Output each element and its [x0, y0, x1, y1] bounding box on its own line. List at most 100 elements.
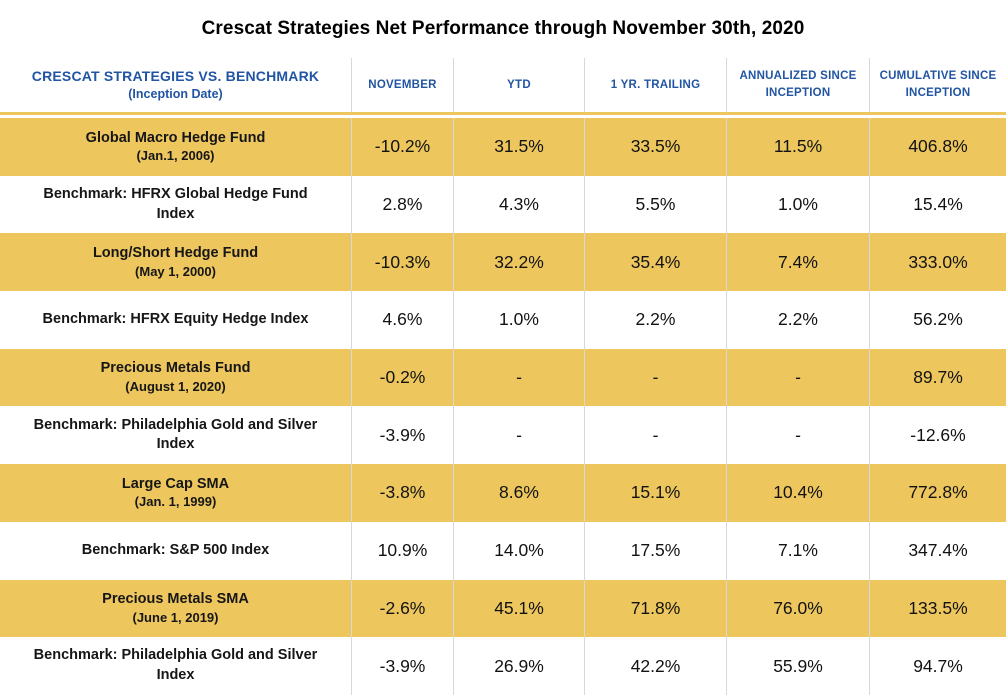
header-cell-annualized: ANNUALIZED SINCE INCEPTION	[727, 58, 870, 112]
value-cell-cumulative: 56.2%	[913, 309, 963, 330]
strategy-row: Precious Metals Fund (August 1, 2020) -0…	[0, 348, 1006, 407]
inception-date: (May 1, 2000)	[135, 263, 216, 279]
header-cumulative-label: CUMULATIVE SINCE INCEPTION	[879, 70, 997, 99]
value-cell-1yr: -	[585, 348, 727, 407]
value-cell-november: -3.9%	[352, 406, 454, 465]
value-cell-ytd: 8.6%	[454, 464, 585, 522]
header-cell-ytd: YTD	[454, 58, 585, 112]
header-cell-1yr-trailing: 1 YR. TRAILING	[585, 58, 727, 112]
benchmark-name-cell: Benchmark: S&P 500 Index	[0, 521, 352, 580]
value-cell-november: -2.6%	[352, 579, 454, 638]
value-cell-annualized: 10.4%	[727, 464, 870, 522]
title-bar: Crescat Strategies Net Performance throu…	[0, 0, 1006, 58]
strategy-name: Precious Metals Fund	[100, 360, 251, 377]
value-cell-annualized: 76.0%	[727, 579, 870, 638]
value-cell-1yr: 71.8%	[585, 579, 727, 638]
value-cell-1yr: 5.5%	[585, 175, 727, 234]
strategy-name-cell: Long/Short Hedge Fund (May 1, 2000)	[0, 233, 352, 292]
value-cell-1yr: 42.2%	[585, 637, 727, 695]
benchmark-name-cell: Benchmark: Philadelphia Gold and Silver …	[0, 406, 352, 465]
value-cell-1yr: 17.5%	[585, 521, 727, 580]
strategy-name: Precious Metals SMA	[102, 591, 249, 608]
value-cell-cumulative: 333.0%	[908, 251, 968, 272]
strategy-name-cell: Precious Metals Fund (August 1, 2020)	[0, 348, 352, 407]
value-cell-ytd: 4.3%	[454, 175, 585, 234]
strategy-name: Large Cap SMA	[121, 475, 230, 492]
value-cell-cumulative: 15.4%	[913, 194, 963, 215]
value-cell-1yr: 15.1%	[585, 464, 727, 522]
header-ytd-label: YTD	[507, 78, 531, 91]
header-cell-strategies: CRESCAT STRATEGIES VS. BENCHMARK (Incept…	[0, 58, 352, 112]
table-header: CRESCAT STRATEGIES VS. BENCHMARK (Incept…	[0, 58, 1006, 112]
value-cell-annualized: -	[727, 406, 870, 465]
strategy-name: Global Macro Hedge Fund	[85, 129, 266, 146]
header-gold-underline	[0, 112, 1006, 115]
header-1yr-trailing-label: 1 YR. TRAILING	[610, 78, 701, 91]
value-cell-ytd: 32.2%	[454, 233, 585, 292]
strategy-name: Long/Short Hedge Fund	[92, 244, 259, 261]
value-cell-annualized: 2.2%	[727, 291, 870, 349]
strategy-row: Long/Short Hedge Fund (May 1, 2000) -10.…	[0, 233, 1006, 292]
header-strategies-title: CRESCAT STRATEGIES VS. BENCHMARK	[31, 68, 320, 85]
value-cell-1yr: 35.4%	[585, 233, 727, 292]
benchmark-name-cell: Benchmark: HFRX Global Hedge Fund Index	[0, 175, 352, 234]
value-cell-annualized: 1.0%	[727, 175, 870, 234]
value-cell-cumulative: 406.8%	[908, 136, 968, 157]
value-cell-1yr: 33.5%	[585, 118, 727, 176]
value-cell-1yr: -	[585, 406, 727, 465]
benchmark-name-cell: Benchmark: HFRX Equity Hedge Index	[0, 291, 352, 349]
benchmark-row: Benchmark: S&P 500 Index 10.9% 14.0% 17.…	[0, 521, 1006, 580]
strategy-name-cell: Precious Metals SMA (June 1, 2019)	[0, 579, 352, 638]
header-gap	[0, 115, 1006, 118]
value-cell-november: -0.2%	[352, 348, 454, 407]
header-november-label: NOVEMBER	[368, 78, 437, 91]
value-cell-annualized: 7.4%	[727, 233, 870, 292]
value-cell-cumulative: 133.5%	[908, 597, 968, 618]
value-cell-ytd: 1.0%	[454, 291, 585, 349]
header-cell-cumulative: CUMULATIVE SINCE INCEPTION	[870, 58, 1006, 112]
strategy-row: Large Cap SMA (Jan. 1, 1999) -3.8% 8.6% …	[0, 464, 1006, 522]
benchmark-name: Benchmark: HFRX Equity Hedge Index	[42, 311, 309, 328]
value-cell-cumulative: -12.6%	[910, 424, 966, 445]
value-cell-annualized: -	[727, 348, 870, 407]
value-cell-annualized: 7.1%	[727, 521, 870, 580]
strategy-name-cell: Global Macro Hedge Fund (Jan.1, 2006)	[0, 118, 352, 176]
header-strategies-subtitle: (Inception Date)	[128, 87, 223, 102]
value-cell-ytd: 26.9%	[454, 637, 585, 695]
value-cell-november: -10.2%	[352, 118, 454, 176]
value-cell-november: -3.9%	[352, 637, 454, 695]
benchmark-row: Benchmark: HFRX Equity Hedge Index 4.6% …	[0, 291, 1006, 349]
strategy-name-cell: Large Cap SMA (Jan. 1, 1999)	[0, 464, 352, 522]
value-cell-cumulative: 94.7%	[913, 655, 963, 676]
benchmark-name-cell: Benchmark: Philadelphia Gold and Silver …	[0, 637, 352, 695]
header-annualized-label: ANNUALIZED SINCE INCEPTION	[739, 70, 857, 99]
value-cell-annualized: 11.5%	[727, 118, 870, 176]
value-cell-cumulative: 347.4%	[908, 540, 968, 561]
header-cell-november: NOVEMBER	[352, 58, 454, 112]
value-cell-cumulative: 89.7%	[913, 367, 963, 388]
value-cell-november: 4.6%	[352, 291, 454, 349]
page-title: Crescat Strategies Net Performance throu…	[201, 18, 805, 39]
inception-date: (Jan.1, 2006)	[136, 148, 215, 164]
value-cell-november: 10.9%	[352, 521, 454, 580]
value-cell-november: -3.8%	[352, 464, 454, 522]
benchmark-name: Benchmark: Philadelphia Gold and Silver …	[33, 416, 318, 453]
value-cell-ytd: 45.1%	[454, 579, 585, 638]
value-cell-annualized: 55.9%	[727, 637, 870, 695]
strategy-row: Precious Metals SMA (June 1, 2019) -2.6%…	[0, 579, 1006, 638]
inception-date: (August 1, 2020)	[125, 378, 226, 394]
value-cell-ytd: -	[454, 406, 585, 465]
value-cell-november: -10.3%	[352, 233, 454, 292]
benchmark-name: Benchmark: HFRX Global Hedge Fund Index	[43, 185, 308, 222]
benchmark-row: Benchmark: Philadelphia Gold and Silver …	[0, 637, 1006, 695]
inception-date: (June 1, 2019)	[132, 609, 219, 625]
benchmark-row: Benchmark: Philadelphia Gold and Silver …	[0, 406, 1006, 465]
value-cell-november: 2.8%	[352, 175, 454, 234]
value-cell-1yr: 2.2%	[585, 291, 727, 349]
value-cell-cumulative: 772.8%	[908, 482, 968, 503]
benchmark-name: Benchmark: S&P 500 Index	[81, 541, 270, 558]
value-cell-ytd: -	[454, 348, 585, 407]
value-cell-ytd: 14.0%	[454, 521, 585, 580]
value-cell-ytd: 31.5%	[454, 118, 585, 176]
